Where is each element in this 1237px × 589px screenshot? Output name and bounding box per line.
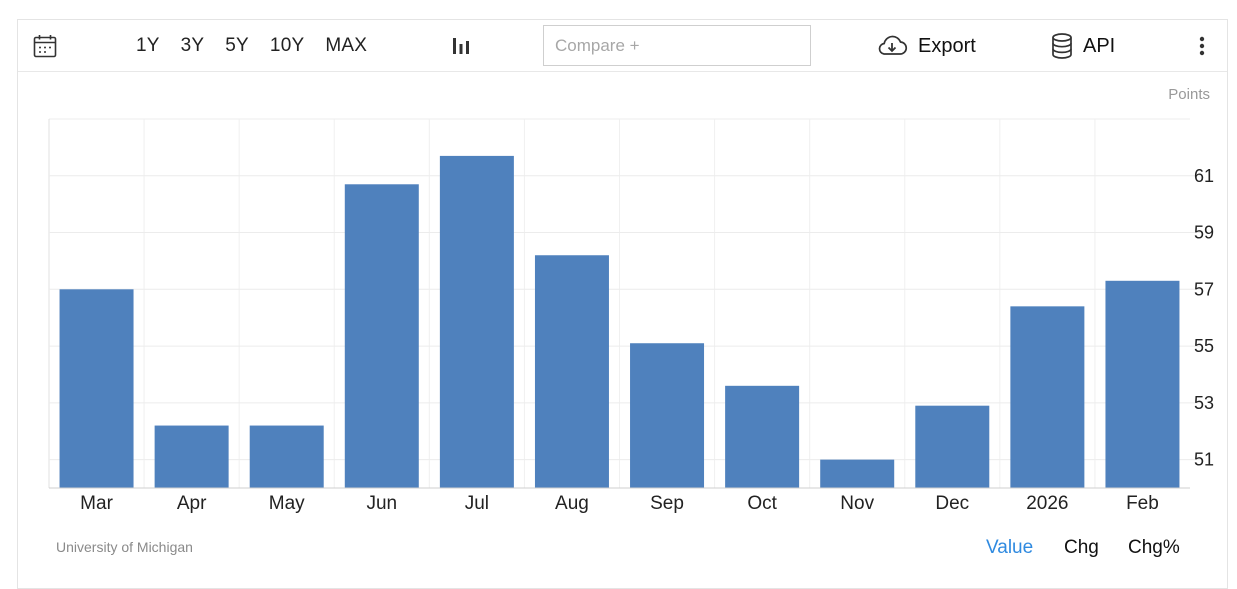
bar-may[interactable] <box>249 425 324 488</box>
api-label: API <box>1083 34 1116 57</box>
bar-sep[interactable] <box>630 343 705 488</box>
x-tick-label: Nov <box>840 493 874 514</box>
mode-change-tab[interactable]: Chg <box>1064 537 1099 558</box>
bar-jul[interactable] <box>439 155 514 488</box>
calendar-icon <box>33 35 57 58</box>
calendar-button[interactable] <box>33 20 57 72</box>
bar-chart: Points 51 53 55 57 59 61 Mar Apr May Jun Jul Aug Sep O… <box>48 86 1214 514</box>
api-button[interactable]: API <box>1051 20 1115 72</box>
x-tick-label: Apr <box>177 493 207 514</box>
x-tick-label: Jun <box>366 493 397 514</box>
chart-toolbar: 1Y 3Y 5Y 10Y MAX Export <box>18 20 1227 72</box>
more-menu-button[interactable] <box>1198 20 1206 72</box>
chart-widget: 1Y 3Y 5Y 10Y MAX Export <box>17 19 1228 589</box>
y-tick-label: 53 <box>1194 393 1214 413</box>
range-5y-button[interactable]: 5Y <box>225 35 249 56</box>
range-3y-button[interactable]: 3Y <box>180 35 205 56</box>
cloud-download-icon <box>878 35 908 55</box>
bar-feb[interactable] <box>1105 280 1180 488</box>
bar-mar[interactable] <box>59 289 134 488</box>
range-max-button[interactable]: MAX <box>325 35 368 56</box>
x-tick-label: Mar <box>80 493 113 514</box>
x-tick-label: Jul <box>465 493 489 514</box>
export-button[interactable]: Export <box>876 20 976 72</box>
y-tick-label: 55 <box>1194 336 1214 356</box>
mode-value-tab[interactable]: Value <box>986 537 1034 558</box>
y-tick-label: 61 <box>1194 166 1214 186</box>
bar-chart-icon <box>453 38 469 54</box>
x-tick-label: 2026 <box>1026 493 1068 514</box>
x-tick-label: Oct <box>747 493 777 514</box>
mode-change-percent-tab[interactable]: Chg% <box>1128 537 1180 558</box>
range-10y-button[interactable]: 10Y <box>269 35 305 56</box>
compare-input[interactable] <box>555 35 799 56</box>
x-tick-label: May <box>269 493 305 514</box>
bar-apr[interactable] <box>154 425 229 488</box>
bar-aug[interactable] <box>534 255 609 488</box>
range-1y-button[interactable]: 1Y <box>136 35 160 56</box>
database-icon <box>1052 33 1072 59</box>
compare-box <box>543 25 811 66</box>
bar-oct[interactable] <box>725 385 800 488</box>
time-range-group: 1Y 3Y 5Y 10Y MAX <box>136 20 388 72</box>
chart-type-button[interactable] <box>450 20 472 72</box>
x-tick-label: Feb <box>1126 493 1159 514</box>
bar-2026[interactable] <box>1010 306 1085 488</box>
y-axis-unit-label: Points <box>1168 86 1210 103</box>
y-tick-label: 51 <box>1194 450 1214 470</box>
export-label: Export <box>918 34 976 57</box>
x-tick-label: Aug <box>555 493 589 514</box>
bar-dec[interactable] <box>915 405 990 488</box>
y-tick-label: 57 <box>1194 279 1214 299</box>
data-source: University of Michigan <box>56 539 193 555</box>
x-tick-label: Sep <box>650 493 684 514</box>
bar-nov[interactable] <box>820 459 895 488</box>
bar-jun[interactable] <box>344 184 419 489</box>
y-tick-label: 59 <box>1194 223 1214 243</box>
x-tick-label: Dec <box>935 493 969 514</box>
vertical-dots-icon <box>1199 36 1205 56</box>
